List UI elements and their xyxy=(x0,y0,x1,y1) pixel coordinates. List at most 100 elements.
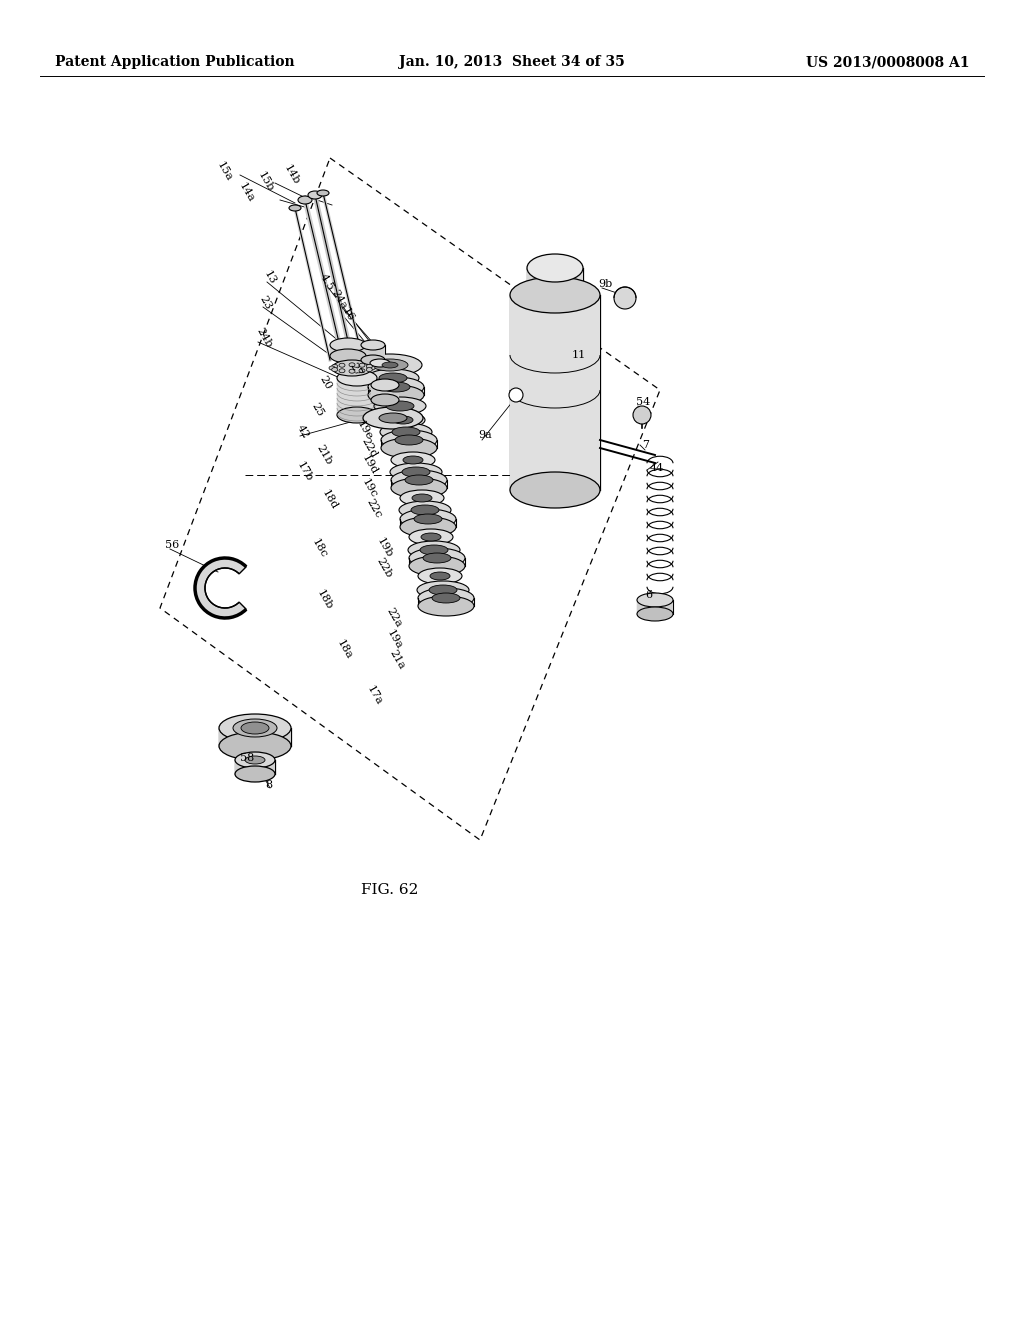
Ellipse shape xyxy=(381,412,425,428)
Polygon shape xyxy=(234,760,275,774)
Text: 27: 27 xyxy=(348,362,364,379)
Ellipse shape xyxy=(380,422,432,441)
Ellipse shape xyxy=(379,413,407,422)
Text: 54: 54 xyxy=(636,397,650,407)
Text: 14a: 14a xyxy=(237,181,256,205)
Text: 19e: 19e xyxy=(355,418,374,441)
Text: 16: 16 xyxy=(340,306,355,323)
Ellipse shape xyxy=(367,367,373,372)
Ellipse shape xyxy=(330,338,366,352)
Ellipse shape xyxy=(381,430,437,450)
Text: 18c: 18c xyxy=(310,537,329,560)
Text: 20: 20 xyxy=(318,375,334,392)
Ellipse shape xyxy=(400,517,456,537)
Wedge shape xyxy=(195,558,246,618)
Ellipse shape xyxy=(614,286,636,309)
Ellipse shape xyxy=(527,253,583,282)
Ellipse shape xyxy=(412,494,432,502)
Ellipse shape xyxy=(400,510,456,529)
Text: US 2013/0008008 A1: US 2013/0008008 A1 xyxy=(807,55,970,69)
Polygon shape xyxy=(527,268,583,294)
Ellipse shape xyxy=(234,766,275,781)
Polygon shape xyxy=(637,601,673,614)
Ellipse shape xyxy=(329,366,335,370)
Ellipse shape xyxy=(509,388,523,403)
Text: 18a: 18a xyxy=(335,639,354,661)
Ellipse shape xyxy=(359,368,365,372)
Ellipse shape xyxy=(421,533,441,541)
Text: 56: 56 xyxy=(165,540,179,550)
Ellipse shape xyxy=(408,541,460,558)
Ellipse shape xyxy=(374,397,426,414)
Ellipse shape xyxy=(233,719,278,737)
Ellipse shape xyxy=(411,506,439,515)
Ellipse shape xyxy=(417,581,469,599)
Ellipse shape xyxy=(349,363,355,367)
Text: 58: 58 xyxy=(240,752,254,763)
Ellipse shape xyxy=(368,385,424,405)
Ellipse shape xyxy=(361,355,385,366)
Ellipse shape xyxy=(219,714,291,742)
Text: 23: 23 xyxy=(258,294,273,312)
Ellipse shape xyxy=(406,475,433,484)
Ellipse shape xyxy=(339,368,345,372)
Ellipse shape xyxy=(372,359,408,371)
Ellipse shape xyxy=(429,585,457,595)
Ellipse shape xyxy=(393,416,413,424)
Text: 44: 44 xyxy=(650,463,665,473)
Ellipse shape xyxy=(409,548,465,568)
Ellipse shape xyxy=(633,407,651,424)
Text: 9b: 9b xyxy=(598,279,612,289)
Ellipse shape xyxy=(409,556,465,576)
Text: 17b: 17b xyxy=(295,461,314,483)
Ellipse shape xyxy=(382,362,398,368)
Ellipse shape xyxy=(420,545,449,554)
Text: 19a: 19a xyxy=(385,628,404,652)
Ellipse shape xyxy=(430,572,450,579)
Ellipse shape xyxy=(298,195,312,205)
Text: 18b: 18b xyxy=(315,589,335,611)
Ellipse shape xyxy=(418,597,474,616)
Ellipse shape xyxy=(245,756,265,764)
Ellipse shape xyxy=(358,354,422,376)
Ellipse shape xyxy=(332,364,338,368)
Ellipse shape xyxy=(349,370,355,374)
Ellipse shape xyxy=(361,341,385,350)
Text: 21a: 21a xyxy=(388,648,408,672)
Ellipse shape xyxy=(337,407,377,422)
Text: 6: 6 xyxy=(645,590,652,601)
Ellipse shape xyxy=(308,191,322,199)
Text: 13: 13 xyxy=(262,269,278,286)
Text: 25: 25 xyxy=(310,401,326,418)
Ellipse shape xyxy=(391,470,447,490)
Ellipse shape xyxy=(391,478,447,498)
Text: 22b: 22b xyxy=(375,556,394,579)
Text: 4.5: 4.5 xyxy=(318,272,336,292)
Ellipse shape xyxy=(332,360,372,376)
Ellipse shape xyxy=(409,529,453,545)
Ellipse shape xyxy=(637,607,673,620)
Text: 24b: 24b xyxy=(255,326,274,350)
Text: 24a: 24a xyxy=(330,289,349,312)
Ellipse shape xyxy=(382,381,410,392)
Polygon shape xyxy=(371,385,399,400)
Ellipse shape xyxy=(432,593,460,603)
Text: 21b: 21b xyxy=(315,444,335,467)
Ellipse shape xyxy=(332,367,338,372)
Ellipse shape xyxy=(402,467,430,477)
Ellipse shape xyxy=(414,513,442,524)
Text: 15b: 15b xyxy=(256,170,275,194)
Ellipse shape xyxy=(371,379,399,391)
Text: 19d: 19d xyxy=(360,453,379,477)
Ellipse shape xyxy=(510,473,600,508)
Text: Jan. 10, 2013  Sheet 34 of 35: Jan. 10, 2013 Sheet 34 of 35 xyxy=(399,55,625,69)
Ellipse shape xyxy=(399,502,451,519)
Ellipse shape xyxy=(510,277,600,313)
Ellipse shape xyxy=(423,553,451,564)
Ellipse shape xyxy=(330,348,366,363)
Ellipse shape xyxy=(386,401,414,411)
Ellipse shape xyxy=(395,436,423,445)
Text: 8: 8 xyxy=(265,780,272,789)
Ellipse shape xyxy=(370,359,390,367)
Ellipse shape xyxy=(391,451,435,469)
